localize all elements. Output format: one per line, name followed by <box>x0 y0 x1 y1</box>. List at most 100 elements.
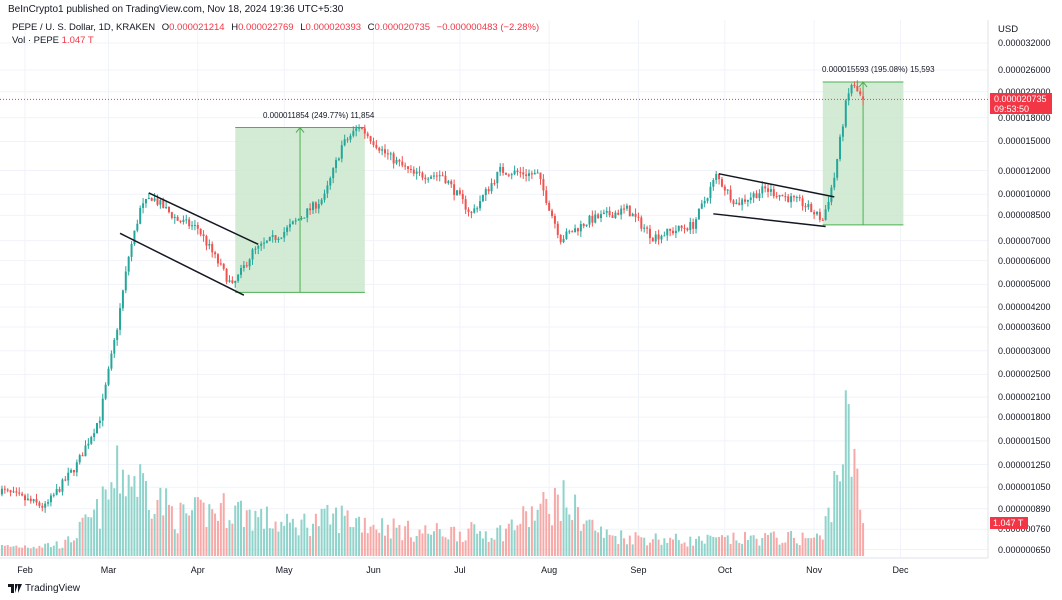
candle-body <box>96 423 98 434</box>
volume-bar <box>303 513 306 556</box>
candle-body <box>225 268 228 282</box>
volume-bar <box>453 526 456 556</box>
low-label: L <box>300 22 306 33</box>
volume-bar <box>502 541 505 556</box>
candle-body <box>502 167 505 173</box>
candle-body <box>231 280 234 283</box>
candle-body <box>170 212 173 218</box>
candle-body <box>294 220 297 222</box>
tradingview-logo[interactable]: TradingView <box>8 583 80 594</box>
candle-body <box>591 215 594 223</box>
volume-bar <box>26 547 29 556</box>
candle-body <box>142 203 145 208</box>
volume-bar <box>288 522 291 556</box>
price-tick: 0.000026000 <box>998 64 1051 75</box>
candle-body <box>35 499 38 503</box>
volume-bar <box>553 487 556 556</box>
volume-bar <box>78 521 81 556</box>
candle-body <box>435 175 438 177</box>
volume-bar <box>93 509 96 556</box>
volume-bar <box>522 506 525 556</box>
volume-bar <box>585 520 588 556</box>
volume-label[interactable]: Vol · PEPE <box>12 35 59 46</box>
candle-body <box>533 172 536 175</box>
volume-bar <box>248 509 251 556</box>
candle-body <box>300 218 303 220</box>
month-tick: May <box>275 565 293 575</box>
volume-bar <box>12 546 15 556</box>
candle-body <box>58 489 61 492</box>
high-value: 0.000022769 <box>238 22 294 33</box>
volume-bar <box>317 526 320 556</box>
volume-bar <box>332 513 335 556</box>
month-tick: Oct <box>717 565 732 575</box>
volume-bar <box>72 540 75 556</box>
candle-body <box>165 206 168 209</box>
volume-bar <box>300 519 303 556</box>
price-tick: 0.000002500 <box>998 369 1051 380</box>
candle-body <box>52 494 55 496</box>
volume-bar <box>55 541 58 556</box>
month-tick: Apr <box>190 565 205 575</box>
volume-bar <box>412 541 415 556</box>
candle-body <box>481 195 484 202</box>
candle-body <box>522 172 525 175</box>
volume-bar <box>565 507 568 556</box>
candle-body <box>291 221 294 225</box>
candle-body <box>507 174 510 176</box>
volume-bar <box>326 504 329 556</box>
price-tick: 0.000008500 <box>998 210 1051 221</box>
volume-bar <box>407 520 410 556</box>
volume-bar <box>355 518 358 556</box>
volume-bar <box>389 538 392 556</box>
candle-body <box>565 231 568 239</box>
currency-label[interactable]: USD <box>998 24 1019 35</box>
volume-bar <box>824 516 827 556</box>
candle-body <box>271 235 274 237</box>
candle-body <box>432 175 435 177</box>
candle-body <box>130 244 133 257</box>
volume-bar <box>156 500 159 556</box>
volume-bar <box>291 518 294 556</box>
volume-bar <box>608 534 611 556</box>
candle-body <box>602 212 605 215</box>
candle-body <box>625 205 628 209</box>
candle-body <box>98 420 101 424</box>
volume-bar <box>323 508 326 556</box>
volume-bar <box>499 525 502 556</box>
volume-bar <box>507 523 510 556</box>
volume-bar <box>795 543 798 556</box>
candle-body <box>191 225 194 227</box>
candle-body <box>153 198 156 201</box>
price-tick: 0.000010000 <box>998 189 1051 200</box>
candle-body <box>150 197 153 201</box>
candle-body <box>41 505 44 508</box>
volume-bar <box>792 537 795 556</box>
candle-body <box>718 173 721 180</box>
volume-bar <box>672 539 674 556</box>
volume-bar <box>836 474 839 556</box>
candle-body <box>772 189 775 197</box>
symbol-label[interactable]: PEPE / U. S. Dollar, 1D, KRAKEN <box>12 22 156 33</box>
volume-bar <box>594 530 597 556</box>
volume-bar <box>363 517 366 556</box>
volume-bar <box>545 498 548 556</box>
volume-bar <box>769 532 772 556</box>
month-tick: Jun <box>366 565 381 575</box>
candle-body <box>274 235 277 241</box>
volume-bar <box>386 524 389 556</box>
volume-bar <box>571 519 574 556</box>
candle-body <box>352 130 355 136</box>
month-tick: Mar <box>100 565 117 575</box>
candle-body <box>732 200 735 205</box>
volume-bar <box>700 540 703 556</box>
candle-body <box>504 172 507 175</box>
candle-body <box>214 252 217 255</box>
volume-bar <box>640 537 643 556</box>
volume-bar <box>600 526 602 556</box>
flag-upper-line <box>718 173 835 198</box>
volume-bar <box>562 480 565 556</box>
volume-bar <box>810 538 813 556</box>
candle-body <box>792 196 795 198</box>
